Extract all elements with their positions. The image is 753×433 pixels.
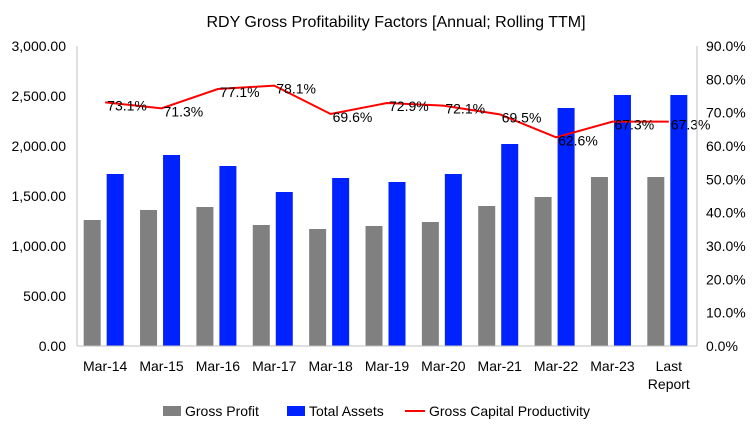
gross-profit-bar [309, 229, 327, 346]
gross-profit-bar [534, 197, 552, 346]
total-assets-bar [332, 178, 350, 346]
total-assets-bar [613, 95, 631, 346]
bars-layer [83, 95, 688, 346]
y-left-tick-label: 1,500.00 [12, 188, 67, 204]
gross-profit-bar [365, 226, 383, 346]
gross-profit-bar [478, 206, 496, 346]
chart-title: RDY Gross Profitability Factors [Annual;… [206, 14, 585, 31]
gross-profit-bar [196, 207, 214, 346]
x-tick-label: Mar-14 [83, 358, 128, 374]
gross-profit-bar [252, 225, 270, 346]
y-left-tick-label: 500.00 [23, 288, 66, 304]
legend-label: Gross Capital Productivity [429, 403, 590, 419]
y-right-tick-label: 60.0% [706, 138, 746, 154]
x-tick-label: Mar-19 [365, 358, 410, 374]
gross-profit-bar [421, 222, 439, 346]
total-assets-bar [670, 95, 688, 346]
total-assets-bar [219, 166, 237, 346]
legend-swatch [163, 406, 181, 416]
legend-swatch [287, 406, 305, 416]
y-left-tick-label: 2,000.00 [12, 138, 67, 154]
total-assets-bar [444, 174, 462, 346]
line-data-label: 67.3% [614, 117, 654, 133]
y-right-tick-label: 0.0% [706, 338, 738, 354]
gross-profit-bar [647, 177, 665, 346]
x-tick-label: Mar-20 [421, 358, 466, 374]
line-data-label: 72.9% [389, 98, 429, 114]
legend-gross-capital-productivity: Gross Capital Productivity [405, 403, 590, 419]
total-assets-bar [501, 144, 519, 346]
y-right-tick-label: 70.0% [706, 105, 746, 121]
axes-layer: 0.00 500.00 1,000.00 1,500.00 2,000.00 2,500.… [12, 38, 746, 392]
x-tick-label: Mar-17 [252, 358, 297, 374]
line-data-label: 78.1% [276, 81, 316, 97]
line-data-label: 73.1% [107, 97, 147, 113]
legend-total-assets: Total Assets [287, 403, 384, 419]
line-data-label: 69.6% [333, 109, 373, 125]
y-right-tick-label: 20.0% [706, 271, 746, 287]
y-right-tick-label: 90.0% [706, 38, 746, 54]
gross-capital-productivity-line [105, 84, 669, 139]
line-data-label: 67.3% [671, 117, 711, 133]
y-left-tick-label: 3,000.00 [12, 38, 67, 54]
line-data-label: 69.5% [502, 109, 542, 125]
line-data-label: 71.3% [164, 103, 204, 119]
legend: Gross Profit Total Assets Gross Capital Pr… [163, 403, 590, 419]
legend-gross-profit: Gross Profit [163, 403, 259, 419]
x-tick-label: Mar-21 [478, 358, 523, 374]
line-data-label: 72.1% [445, 101, 485, 117]
y-right-tick-label: 50.0% [706, 171, 746, 187]
total-assets-bar [388, 182, 406, 346]
y-right-tick-label: 80.0% [706, 71, 746, 87]
x-tick-label: Mar-18 [308, 358, 353, 374]
total-assets-bar [106, 174, 124, 346]
y-left-tick-label: 2,500.00 [12, 88, 67, 104]
total-assets-bar [557, 108, 575, 346]
y-right-tick-label: 30.0% [706, 238, 746, 254]
line-data-label: 77.1% [220, 84, 260, 100]
gross-profit-bar [83, 220, 101, 346]
y-right-tick-label: 40.0% [706, 205, 746, 221]
gross-profit-bar [590, 177, 608, 346]
y-left-tick-label: 1,000.00 [12, 238, 67, 254]
total-assets-bar [275, 192, 293, 346]
y-right-tick-label: 10.0% [706, 305, 746, 321]
legend-label: Gross Profit [185, 403, 259, 419]
x-tick-label: Mar-22 [534, 358, 579, 374]
line-data-label: 62.6% [558, 132, 598, 148]
y-left-tick-label: 0.00 [39, 338, 66, 354]
x-tick-label: Last Report [648, 358, 690, 392]
x-tick-label: Mar-15 [139, 358, 184, 374]
line-layer: 73.1% 71.3% 77.1% 78.1% 69.6% 72.9% 72.1% 69.5%… [105, 81, 711, 148]
legend-label: Total Assets [309, 403, 384, 419]
total-assets-bar [163, 155, 181, 346]
x-tick-label: Mar-16 [196, 358, 241, 374]
x-tick-label: Mar-23 [590, 358, 635, 374]
gross-profit-bar [140, 210, 158, 346]
